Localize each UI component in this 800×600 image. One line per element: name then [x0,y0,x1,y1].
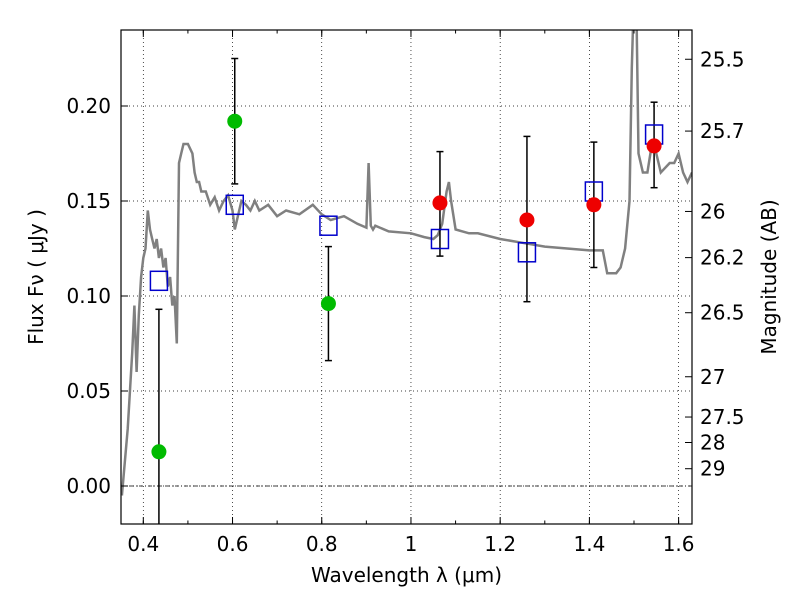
y-right-tick-label: 26.5 [700,301,745,325]
y-right-tick-label: 26.2 [700,246,745,270]
axis-ticks [121,30,692,524]
photometry-circle-point [586,197,602,213]
tick-labels: 0.4 0.6 0.8 1 1.2 1.4 1.6 0.00 0.05 0.10 0.15 0.20 2… [66,47,744,556]
model-square-point [430,228,450,250]
grid-lines [121,30,692,524]
model-square-point [149,270,169,292]
model-square-point [319,215,338,236]
x-tick-label: 1 [405,532,418,556]
y-tick-label: 0.00 [66,474,111,498]
photometry-circle-point [432,195,448,211]
y-right-tick-label: 28 [700,430,725,454]
x-tick-label: 0.4 [127,532,159,556]
y-tick-label: 0.15 [66,189,111,213]
template-spectrum-line [121,30,692,496]
photometry-circle-point [320,296,336,312]
photometry-circle-point [227,113,243,129]
y-axis-right-label: Magnitude (AB) [757,199,781,354]
x-tick-label: 1.4 [573,532,605,556]
photometry-circle-point [519,212,535,228]
data-points-group [149,113,664,460]
x-tick-label: 1.6 [663,532,695,556]
x-tick-label: 0.6 [217,532,249,556]
template-spectrum-group [121,30,692,496]
y-right-tick-label: 25.5 [700,47,745,71]
y-right-tick-label: 25.7 [700,119,745,143]
model-square-point [517,242,537,263]
y-right-tick-label: 26 [700,199,725,223]
x-tick-label: 0.8 [306,532,338,556]
y-right-tick-label: 27 [700,365,725,389]
y-tick-label: 0.10 [66,284,111,308]
x-tick-label: 1.2 [484,532,516,556]
y-tick-label: 0.20 [66,94,111,118]
y-right-tick-label: 29 [700,457,725,481]
photometry-circle-point [151,444,167,460]
y-axis-label: Flux Fν ( μJy ) [24,209,48,345]
error-bars-group [155,57,658,524]
photometry-circle-point [646,138,662,154]
model-square-point [225,194,245,216]
y-right-tick-label: 27.5 [700,405,745,429]
y-tick-label: 0.05 [66,379,111,403]
x-axis-label: Wavelength λ (μm) [311,563,502,587]
plot-frame [120,29,693,525]
